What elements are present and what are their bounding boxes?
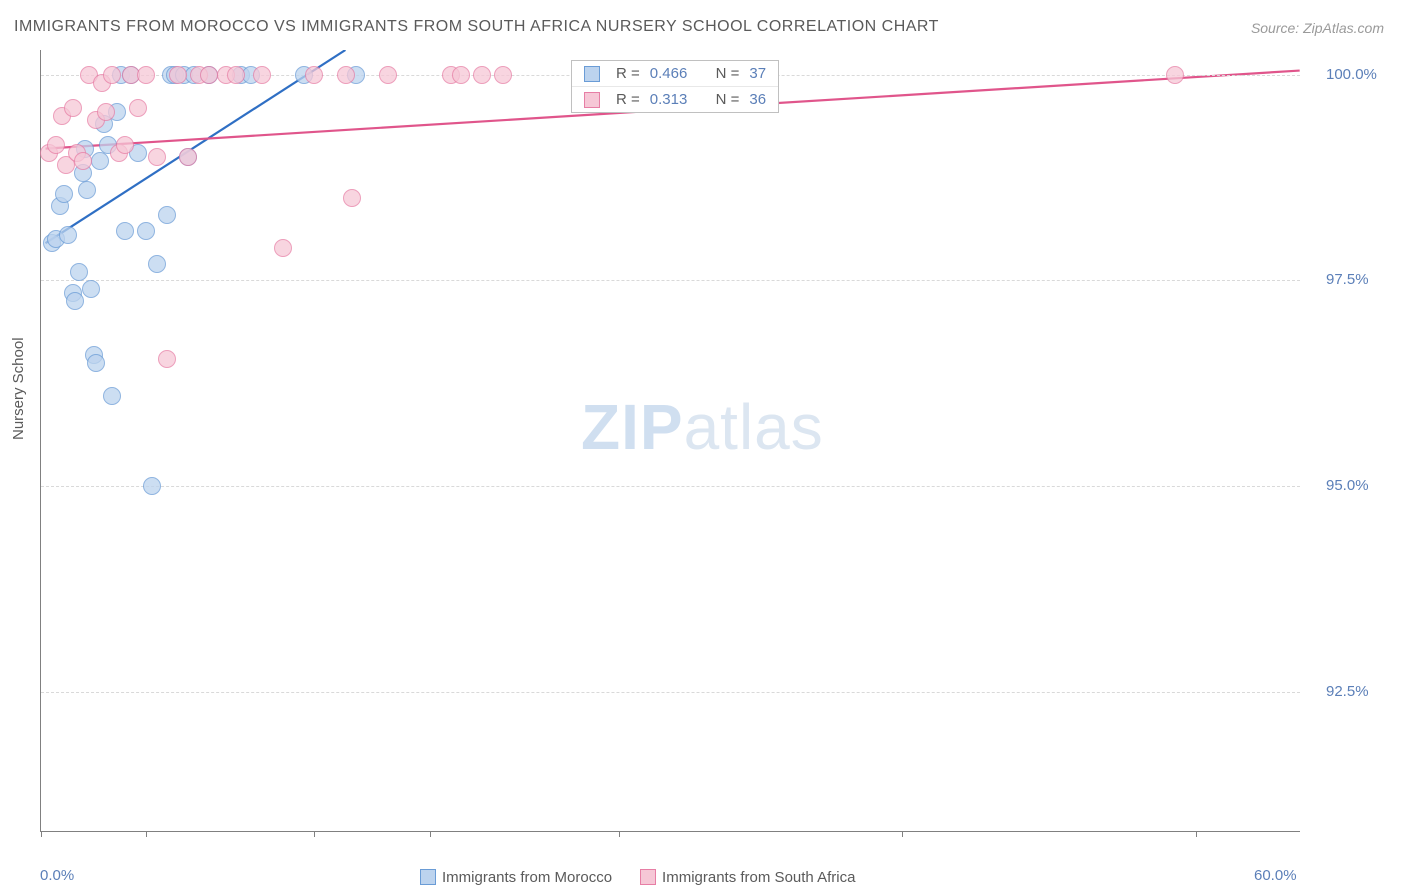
data-point xyxy=(343,189,361,207)
data-point xyxy=(179,148,197,166)
data-point xyxy=(87,354,105,372)
data-point xyxy=(169,66,187,84)
stats-r-value: 0.466 xyxy=(650,65,688,82)
gridline-h xyxy=(41,280,1300,281)
data-point xyxy=(337,66,355,84)
data-point xyxy=(47,136,65,154)
xtick xyxy=(619,831,620,837)
data-point xyxy=(116,222,134,240)
legend-label-morocco: Immigrants from Morocco xyxy=(442,869,612,886)
ytick-label: 100.0% xyxy=(1326,66,1377,83)
data-point xyxy=(74,152,92,170)
data-point xyxy=(91,152,109,170)
source-attribution: Source: ZipAtlas.com xyxy=(1251,20,1384,36)
watermark: ZIPatlas xyxy=(581,390,824,464)
data-point xyxy=(70,263,88,281)
legend-label-south-africa: Immigrants from South Africa xyxy=(662,869,855,886)
y-axis-label: Nursery School xyxy=(10,337,27,440)
bottom-legend: Immigrants from Morocco Immigrants from … xyxy=(420,869,855,886)
xtick xyxy=(430,831,431,837)
gridline-h xyxy=(41,692,1300,693)
legend-item-morocco: Immigrants from Morocco xyxy=(420,869,612,886)
xtick xyxy=(314,831,315,837)
data-point xyxy=(148,255,166,273)
xtick-label: 60.0% xyxy=(1254,867,1297,884)
data-point xyxy=(452,66,470,84)
data-point xyxy=(78,181,96,199)
legend-item-south-africa: Immigrants from South Africa xyxy=(640,869,855,886)
chart-title: IMMIGRANTS FROM MOROCCO VS IMMIGRANTS FR… xyxy=(14,18,939,36)
data-point xyxy=(66,292,84,310)
ytick-label: 95.0% xyxy=(1326,477,1369,494)
stats-n-value: 36 xyxy=(749,91,766,108)
data-point xyxy=(59,226,77,244)
data-point xyxy=(97,103,115,121)
ytick-label: 92.5% xyxy=(1326,683,1369,700)
data-point xyxy=(305,66,323,84)
legend-swatch-south-africa xyxy=(640,869,656,885)
xtick xyxy=(41,831,42,837)
ytick-label: 97.5% xyxy=(1326,271,1369,288)
stats-n-value: 37 xyxy=(749,65,766,82)
data-point xyxy=(137,66,155,84)
data-point xyxy=(116,136,134,154)
data-point xyxy=(253,66,271,84)
data-point xyxy=(103,66,121,84)
data-point xyxy=(494,66,512,84)
data-point xyxy=(143,477,161,495)
stats-r-value: 0.313 xyxy=(650,91,688,108)
data-point xyxy=(55,185,73,203)
xtick xyxy=(1196,831,1197,837)
data-point xyxy=(82,280,100,298)
data-point xyxy=(64,99,82,117)
data-point xyxy=(200,66,218,84)
watermark-rest: atlas xyxy=(684,391,824,463)
data-point xyxy=(158,206,176,224)
plot-area: ZIPatlas R = 0.466 N = 37R = 0.313 N = 3… xyxy=(40,50,1300,832)
gridline-h xyxy=(41,486,1300,487)
data-point xyxy=(379,66,397,84)
stats-swatch xyxy=(584,92,600,108)
data-point xyxy=(148,148,166,166)
xtick xyxy=(902,831,903,837)
xtick xyxy=(146,831,147,837)
data-point xyxy=(129,99,147,117)
data-point xyxy=(103,387,121,405)
data-point xyxy=(137,222,155,240)
stats-row: R = 0.313 N = 36 xyxy=(572,87,778,112)
stats-r-label: R = xyxy=(616,65,640,82)
data-point xyxy=(274,239,292,257)
xtick-label: 0.0% xyxy=(40,867,74,884)
data-point xyxy=(158,350,176,368)
watermark-bold: ZIP xyxy=(581,391,684,463)
stats-n-label: N = xyxy=(716,65,740,82)
stats-row: R = 0.466 N = 37 xyxy=(572,61,778,87)
legend-swatch-morocco xyxy=(420,869,436,885)
stats-n-label: N = xyxy=(716,91,740,108)
data-point xyxy=(473,66,491,84)
stats-swatch xyxy=(584,66,600,82)
data-point xyxy=(1166,66,1184,84)
stats-r-label: R = xyxy=(616,91,640,108)
stats-legend: R = 0.466 N = 37R = 0.313 N = 36 xyxy=(571,60,779,113)
data-point xyxy=(227,66,245,84)
trend-lines-svg xyxy=(41,50,1300,831)
